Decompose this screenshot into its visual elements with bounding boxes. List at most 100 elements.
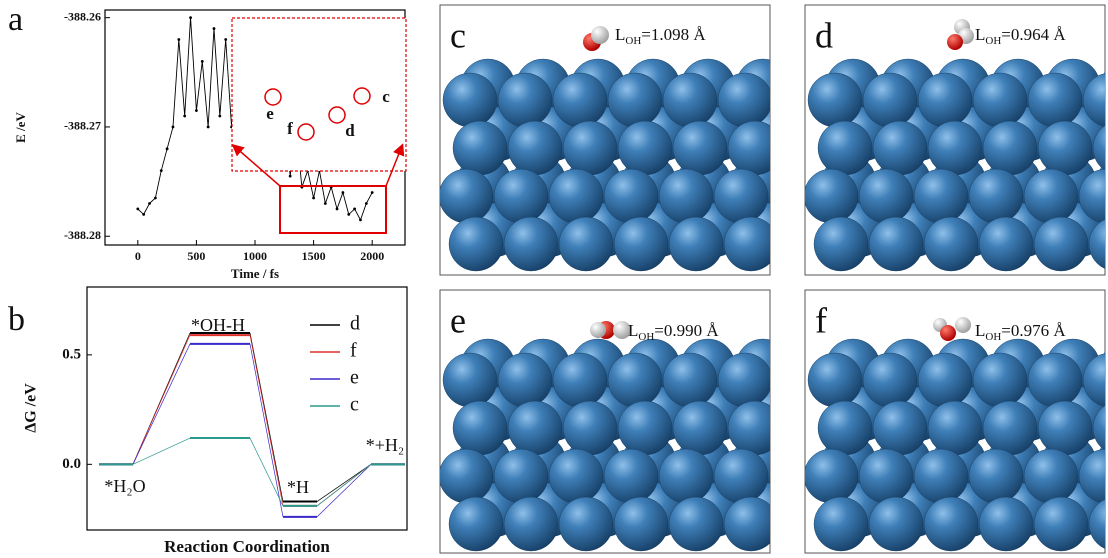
data-point xyxy=(136,208,139,211)
x-axis-label: Reaction Coordination xyxy=(164,537,330,556)
atom xyxy=(439,449,493,503)
bond-value: =1.098 Å xyxy=(641,25,706,44)
connector xyxy=(133,344,190,464)
atom xyxy=(859,169,913,223)
panel-letter: a xyxy=(8,1,23,38)
data-point xyxy=(224,38,227,41)
data-point xyxy=(207,126,210,129)
bond-value: =0.990 Å xyxy=(654,321,719,340)
atom xyxy=(549,169,603,223)
connector xyxy=(250,335,283,506)
connector xyxy=(317,464,371,501)
atom xyxy=(618,121,672,175)
atom xyxy=(983,401,1037,455)
x-tick-label: 0 xyxy=(135,249,141,263)
atom xyxy=(814,217,868,271)
atom xyxy=(1024,169,1078,223)
atom xyxy=(508,401,562,455)
atom xyxy=(559,217,613,271)
atom xyxy=(563,401,617,455)
data-point xyxy=(336,208,339,211)
atom xyxy=(873,121,927,175)
molecule-atom xyxy=(955,317,971,333)
atom xyxy=(718,73,772,127)
data-point xyxy=(142,213,145,216)
y-tick-label: -388.26 xyxy=(64,9,101,23)
atom xyxy=(863,73,917,127)
atom xyxy=(498,353,552,407)
atom xyxy=(673,121,727,175)
atom xyxy=(553,73,607,127)
inset-annotation: d xyxy=(345,121,355,140)
connector xyxy=(317,464,371,506)
atom xyxy=(718,353,772,407)
atom xyxy=(869,497,923,551)
atom xyxy=(814,497,868,551)
x-tick-label: 500 xyxy=(187,249,205,263)
x-tick-label: 1500 xyxy=(302,249,326,263)
y-axis-label: ΔG /eV xyxy=(23,383,40,433)
atom xyxy=(928,401,982,455)
data-point xyxy=(353,208,356,211)
data-point xyxy=(312,197,315,200)
y-tick-label: -388.28 xyxy=(64,228,101,242)
data-point xyxy=(160,169,163,172)
state-label: *H xyxy=(287,477,309,497)
atom xyxy=(553,353,607,407)
legend-label: e xyxy=(350,367,359,389)
y-tick-label: 0.0 xyxy=(62,456,81,472)
atom xyxy=(818,401,872,455)
panel-letter: d xyxy=(815,15,833,55)
atom xyxy=(1038,401,1092,455)
atom xyxy=(728,121,782,175)
atom xyxy=(449,497,503,551)
atom xyxy=(449,217,503,271)
atom xyxy=(494,449,548,503)
connector xyxy=(250,344,283,517)
atom xyxy=(443,353,497,407)
data-point xyxy=(172,126,175,129)
y-tick-label: 0.5 xyxy=(62,346,81,362)
molecule-atom xyxy=(947,34,963,50)
atom xyxy=(559,497,613,551)
connector xyxy=(250,333,283,502)
atom xyxy=(1034,217,1088,271)
atom-slab xyxy=(804,59,1108,271)
atom xyxy=(869,217,923,271)
atom xyxy=(443,73,497,127)
panel-letter: f xyxy=(815,300,827,340)
atom xyxy=(504,497,558,551)
data-point xyxy=(359,218,362,221)
atom xyxy=(973,73,1027,127)
bond-subscript: OH xyxy=(985,35,1001,47)
atom xyxy=(728,401,782,455)
bond-symbol: L xyxy=(975,25,985,44)
inset-annotation: c xyxy=(382,87,390,106)
bond-subscript: OH xyxy=(985,331,1001,343)
atom xyxy=(659,169,713,223)
atom xyxy=(1038,121,1092,175)
inset-box xyxy=(232,18,406,171)
x-axis-label: Time / fs xyxy=(231,266,279,281)
atom xyxy=(804,449,858,503)
data-point xyxy=(177,38,180,41)
bond-symbol: L xyxy=(628,321,638,340)
atom xyxy=(508,121,562,175)
legend-label: c xyxy=(350,394,359,416)
atom xyxy=(614,217,668,271)
atom xyxy=(494,169,548,223)
data-point xyxy=(201,60,204,63)
data-point xyxy=(365,202,368,205)
atom xyxy=(914,449,968,503)
atom xyxy=(669,217,723,271)
atom xyxy=(714,449,768,503)
molecule-atom xyxy=(590,322,606,338)
atom xyxy=(1034,497,1088,551)
inset-annotation: f xyxy=(287,119,293,138)
legend-label: d xyxy=(350,313,360,335)
data-point xyxy=(347,213,350,216)
data-point xyxy=(371,191,374,194)
data-point xyxy=(166,147,169,150)
inset-annotation: e xyxy=(266,104,274,123)
atom xyxy=(918,73,972,127)
